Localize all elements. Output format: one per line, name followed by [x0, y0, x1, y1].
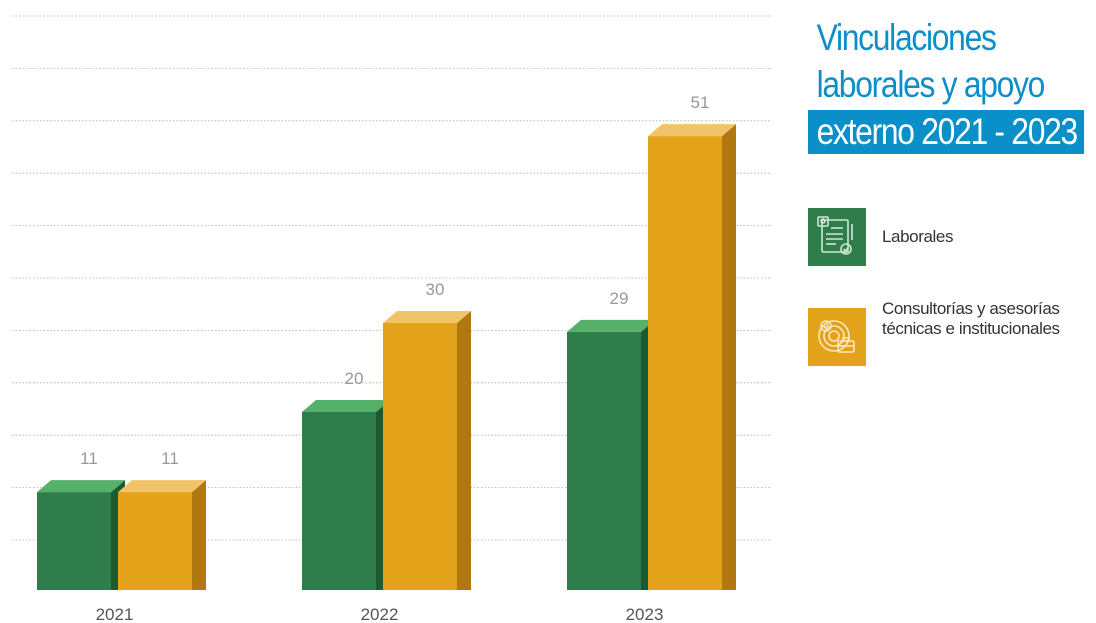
bar-consultorias-2022	[383, 311, 471, 590]
bar-chart: 11 20 29 11 30 51 2021 2022 2023	[12, 15, 772, 623]
chart-title-line-2: laborales y apoyo	[816, 64, 1046, 105]
bar-consultorias-2023	[648, 124, 736, 590]
x-tick-label: 2023	[626, 605, 664, 623]
bar-laborales-2022	[302, 400, 390, 590]
document-contract-icon	[808, 208, 866, 266]
bar-consultorias-2021	[118, 480, 206, 590]
data-label: 29	[610, 289, 629, 308]
legend-label-consultorias: Consultorías y asesorías técnicas e inst…	[882, 299, 1060, 338]
x-tick-label: 2021	[96, 605, 134, 623]
legend-label-laborales: Laborales	[882, 227, 954, 246]
data-label: 11	[80, 449, 98, 468]
x-tick-label: 2022	[361, 605, 399, 623]
data-label: 20	[345, 369, 364, 388]
bar-laborales-2021	[37, 480, 125, 590]
chart-title-line-1: Vinculaciones	[816, 17, 997, 58]
data-label: 11	[161, 449, 179, 468]
data-label: 30	[426, 280, 445, 299]
data-label: 51	[691, 93, 710, 112]
chart-title: Vinculaciones laborales y apoyo externo …	[808, 14, 1096, 154]
chart-title-line-3: externo 2021 - 2023	[808, 110, 1084, 154]
consulting-briefcase-icon	[808, 308, 866, 366]
bar-laborales-2023	[567, 319, 655, 590]
